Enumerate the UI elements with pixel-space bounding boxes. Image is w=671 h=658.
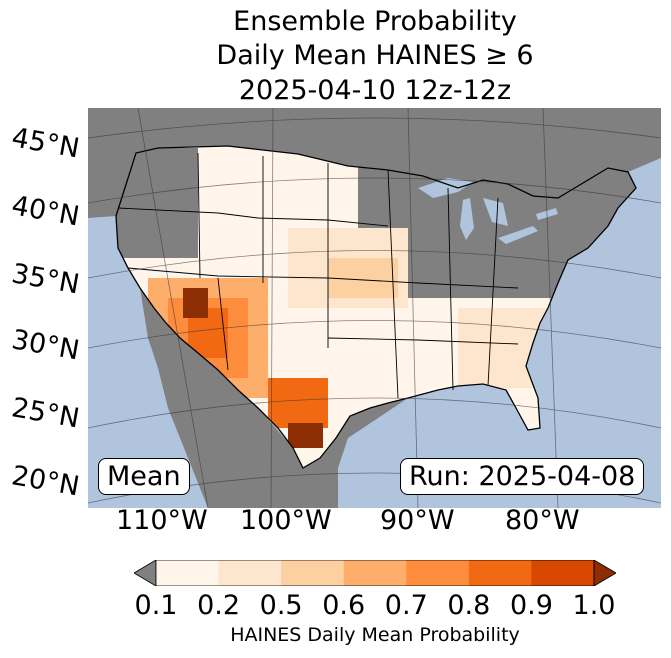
lat-label-20: 20°N (9, 460, 82, 503)
run-box: Run: 2025-04-08 (400, 458, 645, 495)
colorbar-tick-label: 0.8 (447, 590, 491, 621)
colorbar-tick-label: 0.1 (134, 590, 178, 621)
colorbar-outline (155, 560, 595, 586)
colorbar-tick-label: 0.5 (259, 590, 303, 621)
colorbar-cell (218, 560, 282, 586)
title-line-2: Daily Mean HAINES ≥ 6 (216, 40, 534, 71)
colorbar-tick-label: 0.7 (384, 590, 428, 621)
colorbar-cell (281, 560, 345, 586)
southwest-prob-1.0 (183, 288, 208, 318)
lon-label-100: 100°W (240, 505, 332, 536)
lake-michigan (460, 198, 474, 240)
probability-map (88, 108, 661, 508)
lon-label-110: 110°W (116, 505, 208, 536)
title-line-1: Ensemble Probability (233, 6, 517, 37)
title-line-3: 2025-04-10 12z-12z (238, 75, 512, 106)
colorbar-tick-label: 0.6 (322, 590, 366, 621)
graticule (88, 108, 661, 508)
lat-label-45: 45°N (9, 122, 82, 165)
colorbar-over-triangle (593, 560, 616, 586)
lake-erie (498, 226, 538, 244)
colorbar-cell (468, 560, 532, 586)
lat-label-30: 30°N (9, 324, 82, 367)
colorbar-cell (531, 560, 595, 586)
colorbar-cell (406, 560, 470, 586)
mexico-land (140, 288, 408, 508)
canada-land (88, 108, 661, 218)
colorbar-cell (156, 560, 220, 586)
lat-label-40: 40°N (9, 190, 82, 233)
mean-box: Mean (98, 458, 190, 495)
lake-superior (418, 178, 473, 198)
lat-label-35: 35°N (9, 258, 82, 301)
us-border (115, 145, 637, 469)
colorbar-tick-label: 0.2 (197, 590, 241, 621)
colorbar (134, 560, 616, 586)
state-borders (117, 152, 519, 399)
lat-label-25: 25°N (9, 392, 82, 435)
colorbar-tick-label: 0.9 (509, 590, 553, 621)
plains-prob-0.5 (328, 258, 398, 298)
lon-label-90: 90°W (380, 505, 455, 536)
texas-prob-0.8 (268, 378, 328, 428)
lake-huron (483, 198, 508, 226)
texas-prob-1.0 (288, 423, 323, 448)
colorbar-under-triangle (134, 560, 157, 586)
lon-label-80: 80°W (505, 505, 580, 536)
colorbar-label: HAINES Daily Mean Probability (230, 624, 520, 646)
colorbar-tick-label: 1.0 (572, 590, 616, 621)
colorbar-cell (343, 560, 407, 586)
